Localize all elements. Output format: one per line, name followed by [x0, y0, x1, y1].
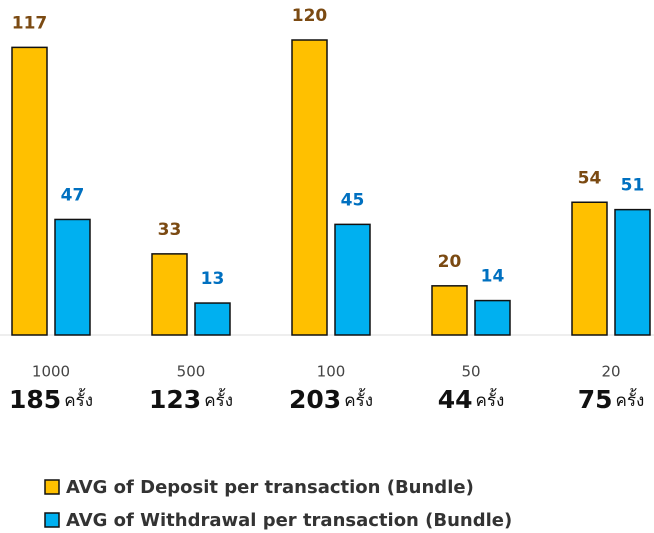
legend-swatch: [44, 479, 60, 495]
data-label: 117: [12, 13, 48, 33]
data-label: 51: [621, 176, 645, 196]
count-label: 75 ครั้ง: [578, 385, 645, 414]
legend-swatch: [44, 512, 60, 528]
count-label: 185 ครั้ง: [9, 385, 93, 414]
bar: [614, 208, 651, 336]
bar: [571, 201, 608, 336]
bar: [334, 223, 371, 336]
count: 203: [289, 385, 341, 414]
bar: [54, 218, 91, 336]
bar: [431, 285, 468, 336]
count-label: 203 ครั้ง: [289, 385, 373, 414]
bar: [291, 39, 328, 336]
legend-label: AVG of Deposit per transaction (Bundle): [66, 477, 474, 498]
count-unit: ครั้ง: [615, 388, 644, 411]
bar: [474, 299, 511, 336]
data-label: 47: [61, 185, 85, 205]
x-tick-label: 100: [317, 363, 346, 381]
data-label: 45: [341, 190, 365, 210]
x-tick-label: 20: [601, 363, 620, 381]
x-tick-label: 1000: [32, 363, 70, 381]
count-label: 44 ครั้ง: [438, 385, 505, 414]
count: 44: [438, 385, 473, 414]
count: 123: [149, 385, 201, 414]
data-label: 20: [438, 252, 462, 272]
data-label: 120: [292, 6, 328, 26]
x-tick-label: 50: [461, 363, 480, 381]
data-label: 13: [201, 269, 225, 289]
bar: [194, 302, 231, 336]
data-label: 33: [158, 220, 182, 240]
bar: [151, 253, 188, 336]
legend-label: AVG of Withdrawal per transaction (Bundl…: [66, 510, 512, 531]
count: 75: [578, 385, 613, 414]
count-unit: ครั้ง: [204, 388, 233, 411]
bar: [11, 46, 48, 336]
x-tick-label: 500: [177, 363, 206, 381]
count-label: 123 ครั้ง: [149, 385, 233, 414]
count-unit: ครั้ง: [475, 388, 504, 411]
count-unit: ครั้ง: [344, 388, 373, 411]
count: 185: [9, 385, 61, 414]
data-label: 54: [578, 168, 602, 188]
data-label: 14: [481, 267, 505, 287]
count-unit: ครั้ง: [64, 388, 93, 411]
